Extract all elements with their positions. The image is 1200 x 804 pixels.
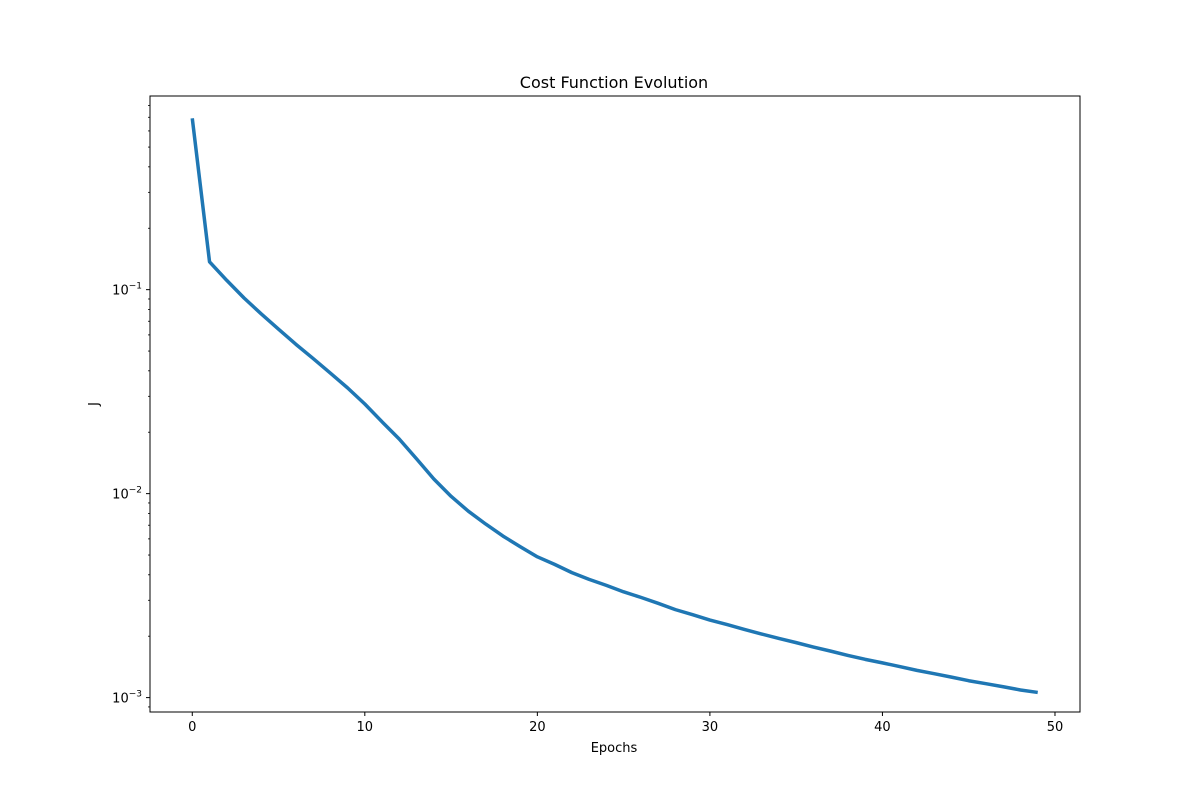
data-point	[951, 677, 952, 678]
x-tick-label: 0	[188, 720, 196, 735]
data-point	[692, 614, 693, 615]
data-point	[778, 638, 779, 639]
data-point	[520, 546, 521, 547]
data-point	[761, 633, 762, 634]
data-point	[813, 646, 814, 647]
data-point	[347, 387, 348, 388]
data-point	[744, 629, 745, 630]
data-point	[261, 313, 262, 314]
data-point	[209, 261, 210, 262]
data-point	[364, 403, 365, 404]
x-tick-label: 10	[357, 720, 374, 735]
chart-title: Cost Function Evolution	[520, 73, 708, 92]
ticks-layer: 0 10 20 30 40 50 10−3 10−2 10−1	[112, 105, 1063, 735]
data-point	[192, 118, 193, 119]
data-point	[243, 297, 244, 298]
data-point	[847, 655, 848, 656]
data-point	[899, 666, 900, 667]
data-point	[485, 523, 486, 524]
y-axis-label: J	[87, 402, 102, 407]
data-point	[278, 329, 279, 330]
data-point	[623, 591, 624, 592]
data-point	[916, 670, 917, 671]
y-tick-label: 10−2	[112, 486, 142, 503]
y-tick-label: 10−3	[112, 690, 142, 707]
data-point	[606, 585, 607, 586]
data-point	[796, 642, 797, 643]
data-point	[502, 535, 503, 536]
data-point	[865, 659, 866, 660]
data-point	[709, 619, 710, 620]
data-point	[985, 683, 986, 684]
data-point	[1037, 692, 1038, 693]
data-point	[537, 556, 538, 557]
data-point	[934, 673, 935, 674]
data-point	[589, 579, 590, 580]
x-tick-label: 50	[1047, 720, 1064, 735]
x-tick-label: 30	[702, 720, 719, 735]
y-tick-label: 10−1	[112, 282, 142, 299]
plot-frame	[149, 95, 1081, 713]
data-point	[640, 597, 641, 598]
data-point	[295, 344, 296, 345]
data-point	[399, 439, 400, 440]
data-point	[727, 624, 728, 625]
data-point	[312, 358, 313, 359]
data-point	[571, 572, 572, 573]
data-point	[554, 564, 555, 565]
data-point	[1003, 686, 1004, 687]
cost-series-line	[190, 118, 1038, 695]
plot-layer	[190, 118, 1038, 695]
x-tick-label: 40	[874, 720, 891, 735]
x-tick-label: 20	[529, 720, 546, 735]
data-point	[226, 280, 227, 281]
data-point	[830, 651, 831, 652]
data-point	[433, 478, 434, 479]
data-point	[968, 680, 969, 681]
data-point	[450, 496, 451, 497]
data-point	[658, 603, 659, 604]
data-point	[416, 458, 417, 459]
data-point	[381, 421, 382, 422]
data-point	[468, 511, 469, 512]
data-point	[675, 609, 676, 610]
x-axis-label: Epochs	[591, 741, 638, 756]
data-point	[330, 372, 331, 373]
data-point	[1020, 689, 1021, 690]
data-point	[882, 662, 883, 663]
